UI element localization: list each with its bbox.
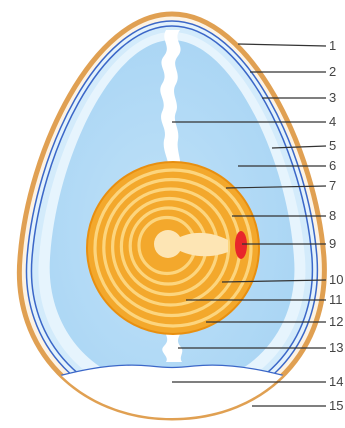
label-3: 3 — [329, 90, 336, 105]
label-13: 13 — [329, 340, 343, 355]
label-5: 5 — [329, 138, 336, 153]
label-1: 1 — [329, 38, 336, 53]
label-8: 8 — [329, 208, 336, 223]
yolk-ring — [111, 187, 231, 307]
chalaza-top — [160, 30, 181, 170]
leader-line-5 — [271, 145, 327, 149]
label-15: 15 — [329, 398, 343, 413]
yolk — [86, 161, 260, 335]
yolk-ring — [93, 168, 253, 328]
label-12: 12 — [329, 314, 343, 329]
label-6: 6 — [329, 158, 336, 173]
leader-lines — [172, 43, 327, 407]
latebra — [154, 230, 182, 258]
latebra-neck — [178, 232, 228, 257]
label-4: 4 — [329, 114, 336, 129]
label-7: 7 — [329, 178, 336, 193]
label-14: 14 — [329, 374, 343, 389]
label-11: 11 — [329, 292, 343, 307]
leader-line-10 — [221, 279, 327, 283]
label-9: 9 — [329, 236, 336, 251]
chalaza-bottom — [162, 326, 183, 362]
number-labels: 1 2 3 4 5 6 7 8 9 10 11 12 13 14 15 — [329, 38, 343, 413]
germinal-disc — [235, 231, 247, 259]
leader-line-7 — [225, 185, 327, 189]
label-2: 2 — [329, 64, 336, 79]
label-10: 10 — [329, 272, 343, 287]
leader-line-1 — [237, 43, 327, 47]
